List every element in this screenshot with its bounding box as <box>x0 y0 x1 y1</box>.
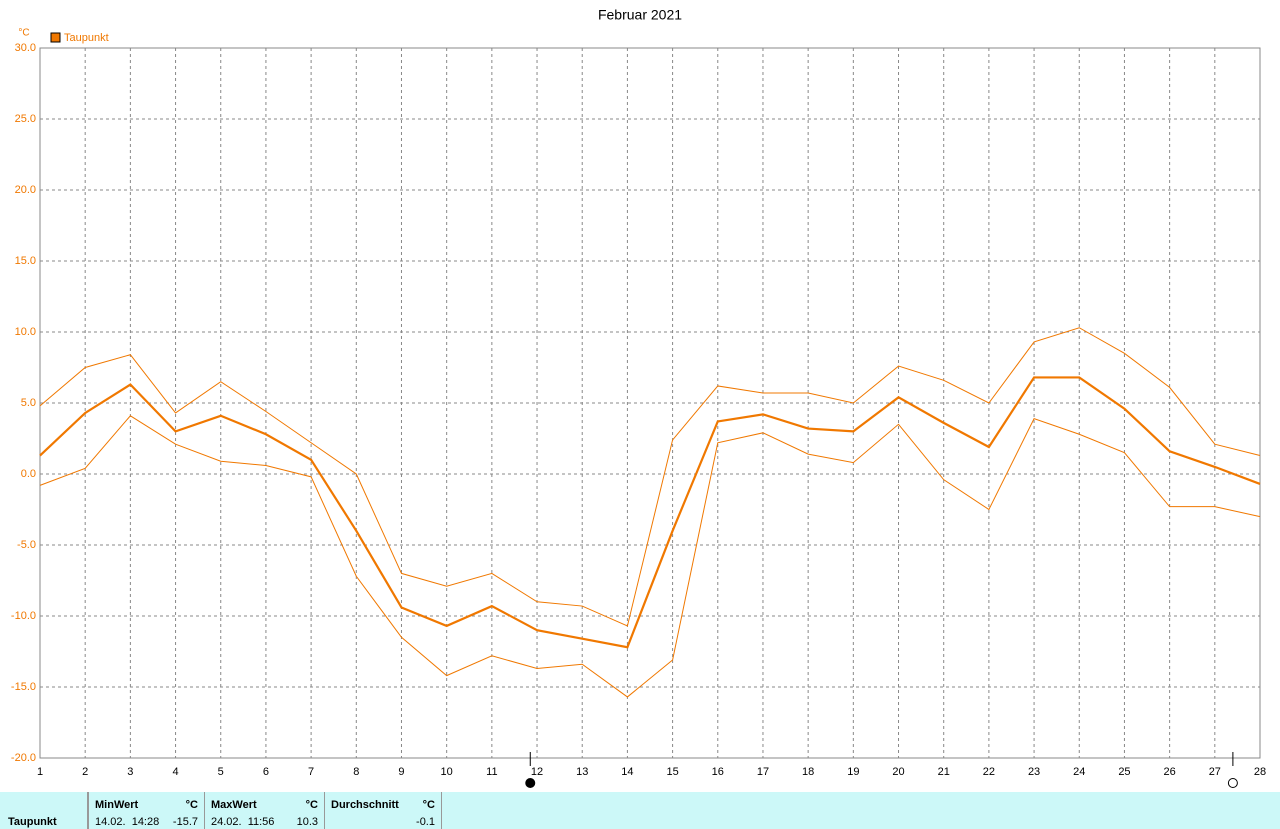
x-tick-label: 15 <box>666 766 678 778</box>
column-unit: °C <box>422 799 435 811</box>
y-tick-label: -15.0 <box>11 681 36 693</box>
x-tick-label: 13 <box>576 766 588 778</box>
x-tick-label: 5 <box>218 766 224 778</box>
stats-column: MinWert °C 14.02. 14:28 -15.7 <box>88 792 205 829</box>
x-tick-label: 25 <box>1118 766 1130 778</box>
y-tick-label: 0.0 <box>21 468 36 480</box>
x-tick-label: 28 <box>1254 766 1266 778</box>
y-tick-label: 15.0 <box>15 255 36 267</box>
x-tick-label: 9 <box>398 766 404 778</box>
y-tick-label: 10.0 <box>15 326 36 338</box>
stats-column: Durchschnitt °C -0.1 <box>325 792 442 829</box>
series-line <box>39 415 1261 698</box>
chart: Februar 2021 °C -20.0 -15.0 -10.0 -5.0 0.0 5.… <box>11 7 1266 788</box>
x-tick-label: 1 <box>37 766 43 778</box>
y-tick-label: -10.0 <box>11 610 36 622</box>
x-tick-label: 16 <box>712 766 724 778</box>
x-tick-label: 19 <box>847 766 859 778</box>
x-tick-label: 10 <box>441 766 453 778</box>
stat-time: 14.02. 14:28 <box>95 816 160 828</box>
row-label: Taupunkt <box>8 816 57 828</box>
x-tick-label: 23 <box>1028 766 1040 778</box>
column-unit: °C <box>305 799 318 811</box>
x-tick-label: 6 <box>263 766 269 778</box>
column-header: MaxWert <box>211 799 257 811</box>
stat-time: 24.02. 11:56 <box>211 816 275 828</box>
stat-value: -15.7 <box>172 816 198 828</box>
x-tick-label: 26 <box>1164 766 1176 778</box>
x-tick-label: 3 <box>127 766 133 778</box>
series-line <box>39 376 1261 649</box>
column-header: MinWert <box>95 799 139 811</box>
y-tick-label: -20.0 <box>11 752 36 764</box>
stat-value: -0.1 <box>416 816 435 828</box>
x-tick-label: 12 <box>531 766 543 778</box>
legend-label: Taupunkt <box>64 32 109 44</box>
x-tick-label: 18 <box>802 766 814 778</box>
stats-column: MaxWert °C 24.02. 11:56 10.3 <box>205 792 325 829</box>
x-tick-label: 7 <box>308 766 314 778</box>
y-unit: °C <box>18 28 29 39</box>
x-tick-label: 24 <box>1073 766 1085 778</box>
y-tick-label: 20.0 <box>15 184 36 196</box>
y-tick-label: -5.0 <box>17 539 36 551</box>
stats-table: Taupunkt MinWert °C 14.02. 14:28 -15.7 MaxWe… <box>0 792 1280 829</box>
y-tick-label: 5.0 <box>21 397 36 409</box>
column-header: Durchschnitt <box>331 799 399 811</box>
x-tick-label: 17 <box>757 766 769 778</box>
x-tick-label: 22 <box>983 766 995 778</box>
legend-swatch <box>50 32 61 43</box>
moon-phase <box>1227 778 1238 788</box>
x-tick-label: 14 <box>621 766 633 778</box>
x-tick-label: 8 <box>353 766 359 778</box>
stat-value: 10.3 <box>296 816 318 828</box>
y-tick-label: 25.0 <box>15 113 36 125</box>
chart-title: Februar 2021 <box>598 7 682 23</box>
x-tick-label: 21 <box>938 766 950 778</box>
x-tick-label: 20 <box>892 766 904 778</box>
x-tick-label: 2 <box>82 766 88 778</box>
moon-phase <box>525 778 536 788</box>
column-unit: °C <box>185 799 198 811</box>
x-tick-label: 11 <box>486 766 497 778</box>
x-tick-label: 4 <box>172 766 178 778</box>
series-line <box>39 327 1261 627</box>
y-tick-label: 30.0 <box>15 42 36 54</box>
x-tick-label: 27 <box>1209 766 1221 778</box>
